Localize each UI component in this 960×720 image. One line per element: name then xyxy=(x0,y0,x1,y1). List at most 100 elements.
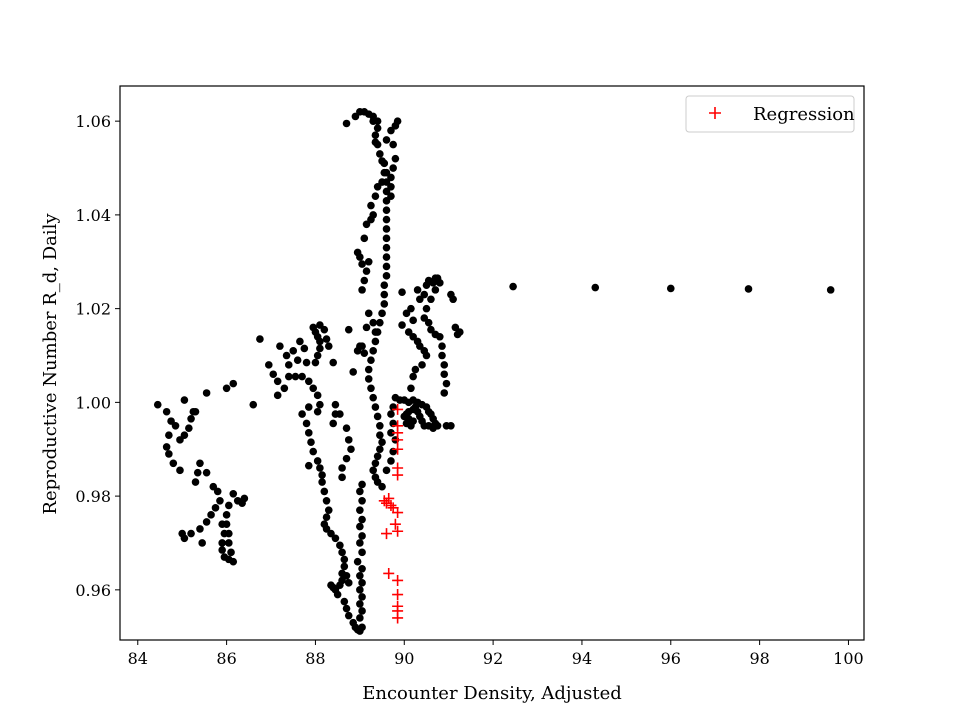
data-point xyxy=(382,206,391,215)
data-point xyxy=(340,562,349,571)
y-tick-label: 1.06 xyxy=(75,112,111,131)
data-point xyxy=(338,464,346,472)
regression-point xyxy=(392,574,404,586)
data-point xyxy=(316,464,324,472)
data-point xyxy=(340,555,349,564)
data-point xyxy=(322,513,331,522)
data-point xyxy=(422,351,431,360)
data-point xyxy=(356,506,364,514)
data-point xyxy=(382,272,391,280)
data-point xyxy=(342,571,351,580)
data-point xyxy=(360,276,369,285)
data-point xyxy=(398,321,406,329)
data-point xyxy=(269,370,278,379)
data-point xyxy=(207,511,215,519)
data-point xyxy=(358,515,366,524)
data-point xyxy=(436,332,444,341)
data-point xyxy=(318,471,326,479)
data-point xyxy=(304,403,313,411)
data-point xyxy=(364,365,373,374)
data-point xyxy=(373,328,382,336)
data-point xyxy=(327,581,335,589)
data-point xyxy=(358,496,366,505)
data-point xyxy=(336,410,344,418)
data-point xyxy=(300,344,309,353)
y-tick-label: 1.02 xyxy=(75,300,111,319)
data-point xyxy=(376,445,384,454)
data-point xyxy=(340,597,349,606)
data-point xyxy=(413,286,422,294)
data-point xyxy=(424,318,433,327)
data-point xyxy=(442,379,451,388)
data-point xyxy=(320,325,329,334)
data-point xyxy=(356,614,364,622)
data-point xyxy=(358,342,366,350)
data-point xyxy=(744,285,753,293)
data-point xyxy=(378,482,386,491)
regression-point xyxy=(392,403,404,415)
data-point xyxy=(509,282,517,291)
data-point xyxy=(165,431,173,439)
regression-point xyxy=(392,434,404,446)
data-point xyxy=(171,422,180,430)
data-point xyxy=(382,253,391,261)
data-point xyxy=(211,504,220,512)
x-tick-label: 96 xyxy=(661,649,681,668)
data-point xyxy=(344,436,353,444)
data-point xyxy=(431,286,440,294)
x-axis-label: Encounter Density, Adjusted xyxy=(362,683,622,704)
x-tick-label: 100 xyxy=(833,649,864,668)
data-point xyxy=(180,534,189,543)
y-tick-label: 1.04 xyxy=(75,206,111,225)
series-layer xyxy=(153,107,835,635)
data-point xyxy=(369,318,377,327)
data-point xyxy=(225,539,233,547)
data-point xyxy=(324,342,333,350)
data-point xyxy=(378,309,386,318)
data-point xyxy=(344,579,353,587)
data-point xyxy=(311,358,320,367)
data-point xyxy=(422,304,431,313)
data-point xyxy=(380,300,389,308)
legend-marker-regression xyxy=(709,107,721,119)
data-point xyxy=(358,564,366,573)
x-tick-label: 90 xyxy=(394,649,414,668)
data-point xyxy=(371,337,380,346)
data-point xyxy=(411,365,420,374)
data-point xyxy=(227,548,235,557)
data-point xyxy=(364,257,373,266)
data-point xyxy=(369,211,377,219)
data-point xyxy=(438,342,446,350)
data-point xyxy=(356,571,364,580)
data-point xyxy=(393,117,402,125)
data-point xyxy=(222,520,231,529)
regression-point xyxy=(392,589,404,601)
data-point xyxy=(387,429,395,437)
data-point xyxy=(218,546,226,554)
data-point xyxy=(364,309,373,318)
data-point xyxy=(229,489,238,498)
data-point xyxy=(387,457,395,465)
data-point xyxy=(438,351,446,360)
data-point xyxy=(382,243,391,252)
data-point xyxy=(331,400,340,409)
data-point xyxy=(380,290,389,299)
data-point xyxy=(180,396,189,404)
data-point xyxy=(187,529,195,538)
y-tick-label: 0.98 xyxy=(75,487,111,506)
data-point xyxy=(322,496,331,505)
data-point xyxy=(273,391,282,400)
data-point xyxy=(316,400,324,409)
data-point xyxy=(373,452,382,461)
x-tick-label: 84 xyxy=(128,649,148,668)
data-point xyxy=(284,372,293,381)
data-point xyxy=(225,529,233,538)
data-point xyxy=(398,288,406,297)
data-point xyxy=(304,377,313,386)
legend-label-regression: Regression xyxy=(753,104,855,125)
data-point xyxy=(313,407,322,416)
data-point xyxy=(447,422,455,430)
data-point xyxy=(367,356,375,364)
x-tick-label: 86 xyxy=(216,649,236,668)
data-point xyxy=(362,267,371,275)
